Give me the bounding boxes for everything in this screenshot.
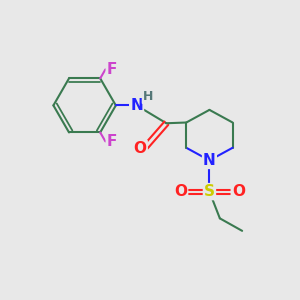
Text: O: O (232, 184, 245, 199)
Text: S: S (204, 184, 215, 199)
Text: H: H (143, 90, 153, 103)
Text: F: F (107, 62, 117, 77)
Text: N: N (130, 98, 143, 113)
Text: O: O (134, 141, 147, 156)
Text: F: F (107, 134, 117, 149)
Text: N: N (203, 153, 216, 168)
Text: O: O (174, 184, 187, 199)
